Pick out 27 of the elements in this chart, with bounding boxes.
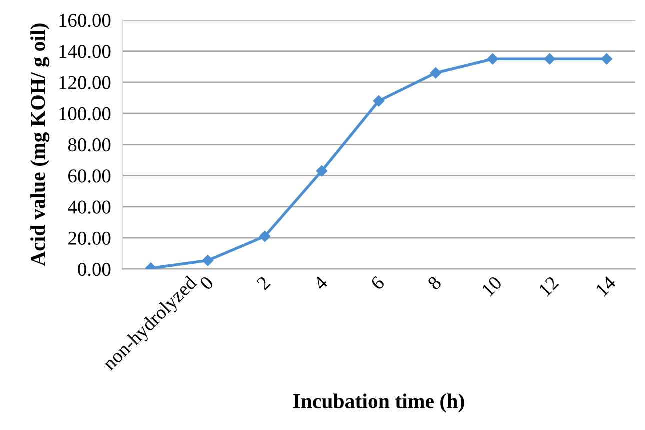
point <box>202 255 214 266</box>
y-axis-title: Acid value (mg KOH/ g oil) <box>30 24 50 266</box>
x-tick-label: 6 <box>370 276 386 291</box>
y-tick-label: 160.00 <box>60 14 111 28</box>
x-tick-label: 8 <box>427 276 442 291</box>
y-tick-label: 80.00 <box>68 138 111 152</box>
x-tick-label: 12 <box>538 276 560 297</box>
x-tick-label: 4 <box>313 275 328 291</box>
point <box>373 96 385 107</box>
x-tick-label: 14 <box>595 275 617 297</box>
point <box>316 166 328 177</box>
y-tick-label: 0.00 <box>78 262 111 276</box>
point <box>544 54 556 65</box>
y-tick-label: 100.00 <box>60 107 111 121</box>
y-tick-label: 20.00 <box>68 232 111 246</box>
x-tick-label: 10 <box>481 276 503 297</box>
point <box>487 54 498 65</box>
y-tick-label: 120.00 <box>60 76 111 90</box>
point <box>430 68 442 79</box>
x-axis-title: Incubation time (h) <box>293 394 464 413</box>
y-tick-label: 40.00 <box>68 200 111 214</box>
x-tick-label: 0 <box>199 276 214 291</box>
point <box>601 54 612 65</box>
y-tick-label: 140.00 <box>60 45 111 58</box>
x-tick-label: 2 <box>256 276 271 291</box>
point <box>259 230 271 242</box>
y-tick-label: 60.00 <box>68 170 111 183</box>
